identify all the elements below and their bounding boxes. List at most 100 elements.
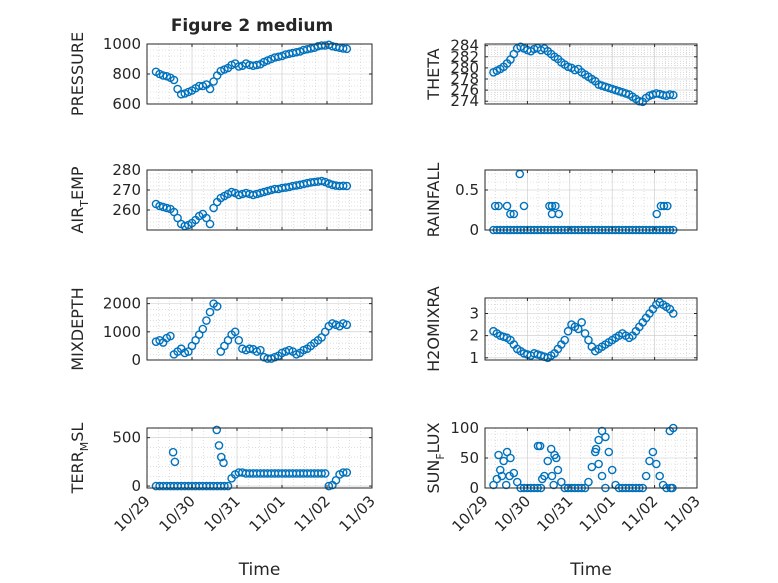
data-point: [655, 471, 664, 481]
axes-box: [146, 169, 373, 231]
y-axis-label: MIXDEPTH: [68, 287, 87, 370]
data-point: [168, 447, 178, 457]
data-point: [573, 324, 583, 334]
data-point: [641, 471, 651, 481]
data-point: [519, 201, 529, 211]
x-axis-label: Time: [569, 560, 612, 580]
data-point: [342, 44, 352, 54]
data-point: [651, 459, 661, 469]
data-point: [659, 201, 669, 211]
data-point: [209, 77, 218, 86]
data-point: [601, 432, 610, 442]
y-tick-label: 50: [460, 449, 479, 467]
data-point: [220, 481, 229, 491]
y-tick-label: 1000: [103, 323, 141, 341]
data-point: [604, 447, 614, 457]
data-point: [545, 201, 554, 211]
data-point: [205, 84, 215, 94]
data-point: [607, 465, 617, 475]
data-point: [652, 209, 662, 219]
data-point: [169, 207, 179, 217]
y-tick-label: 278: [450, 70, 479, 88]
y-axis-label: H2OMIXRA: [424, 286, 443, 372]
data-point: [584, 477, 593, 487]
data-point: [594, 459, 603, 469]
data-point: [668, 90, 678, 100]
data-point: [209, 203, 218, 213]
series-markers: [489, 42, 678, 107]
y-tick-label: 500: [112, 429, 141, 447]
data-point: [594, 435, 603, 445]
data-point: [214, 441, 224, 450]
data-point: [563, 326, 573, 336]
series-markers: [489, 298, 678, 363]
series-markers: [151, 176, 352, 231]
data-point: [202, 316, 211, 325]
y-label-rest: LUX: [424, 422, 443, 453]
data-point: [551, 453, 561, 463]
data-point: [587, 462, 597, 472]
data-point: [656, 201, 666, 211]
data-point: [338, 468, 348, 477]
data-point: [501, 480, 511, 490]
data-point: [551, 201, 560, 211]
data-point: [597, 471, 607, 481]
y-label-subscript: T: [78, 200, 91, 208]
data-point: [490, 201, 500, 211]
data-point: [547, 471, 557, 481]
data-point: [506, 453, 515, 463]
grid: [484, 170, 698, 231]
data-point: [509, 209, 519, 219]
data-point: [505, 471, 514, 481]
data-point: [234, 62, 244, 71]
data-point: [256, 345, 265, 355]
data-point: [245, 344, 254, 354]
data-point: [665, 90, 675, 99]
y-axis-label: AIRTEMP: [68, 166, 91, 233]
data-point: [170, 457, 180, 467]
data-point: [320, 469, 330, 478]
axes-pressure: 600 800 1000 PRESSURE: [68, 32, 373, 116]
data-point: [580, 329, 590, 338]
data-point: [502, 201, 512, 211]
y-tick-label: 280: [112, 161, 141, 179]
y-axis-label: PRESSURE: [68, 32, 87, 116]
y-label-rest: SL: [68, 423, 87, 442]
data-point: [205, 219, 215, 229]
data-point: [648, 447, 658, 457]
data-point: [645, 456, 654, 466]
axes-h2omixra: 1 2 3 H2OMIXRA: [424, 286, 698, 372]
y-tick-label: 100: [450, 419, 479, 437]
y-tick-label: 1: [469, 349, 479, 367]
data-point: [234, 335, 244, 345]
y-tick-label: 284: [450, 37, 479, 55]
figure-title: Figure 2 medium: [171, 16, 333, 36]
axes-box: [484, 43, 698, 105]
data-point: [494, 201, 503, 211]
axes-box: [146, 427, 373, 489]
data-point: [252, 60, 262, 70]
grid: [146, 427, 373, 488]
axes-air_temp: 260 270 280 AIRTEMP: [68, 161, 373, 234]
y-axis-label: SUNFLUX: [424, 422, 447, 493]
data-point: [317, 176, 326, 186]
axes-box: [146, 297, 373, 361]
y-tick-label: 600: [112, 95, 141, 113]
data-point: [169, 75, 179, 85]
axes-box: [484, 169, 698, 231]
y-label-main: TERR: [68, 451, 87, 494]
y-tick-label: 280: [450, 59, 479, 77]
y-tick-label: 2: [469, 327, 479, 345]
data-point: [553, 465, 563, 475]
y-axis-label: TERRMSL: [68, 423, 91, 495]
data-point: [205, 307, 215, 317]
series-markers: [151, 40, 352, 99]
y-tick-label: 2000: [103, 295, 141, 313]
data-point: [543, 456, 553, 466]
y-tick-label: 1000: [103, 35, 141, 53]
y-tick-label: 3: [469, 305, 479, 323]
data-point: [584, 335, 593, 345]
data-point: [342, 181, 352, 191]
y-tick-label: 276: [450, 81, 479, 99]
